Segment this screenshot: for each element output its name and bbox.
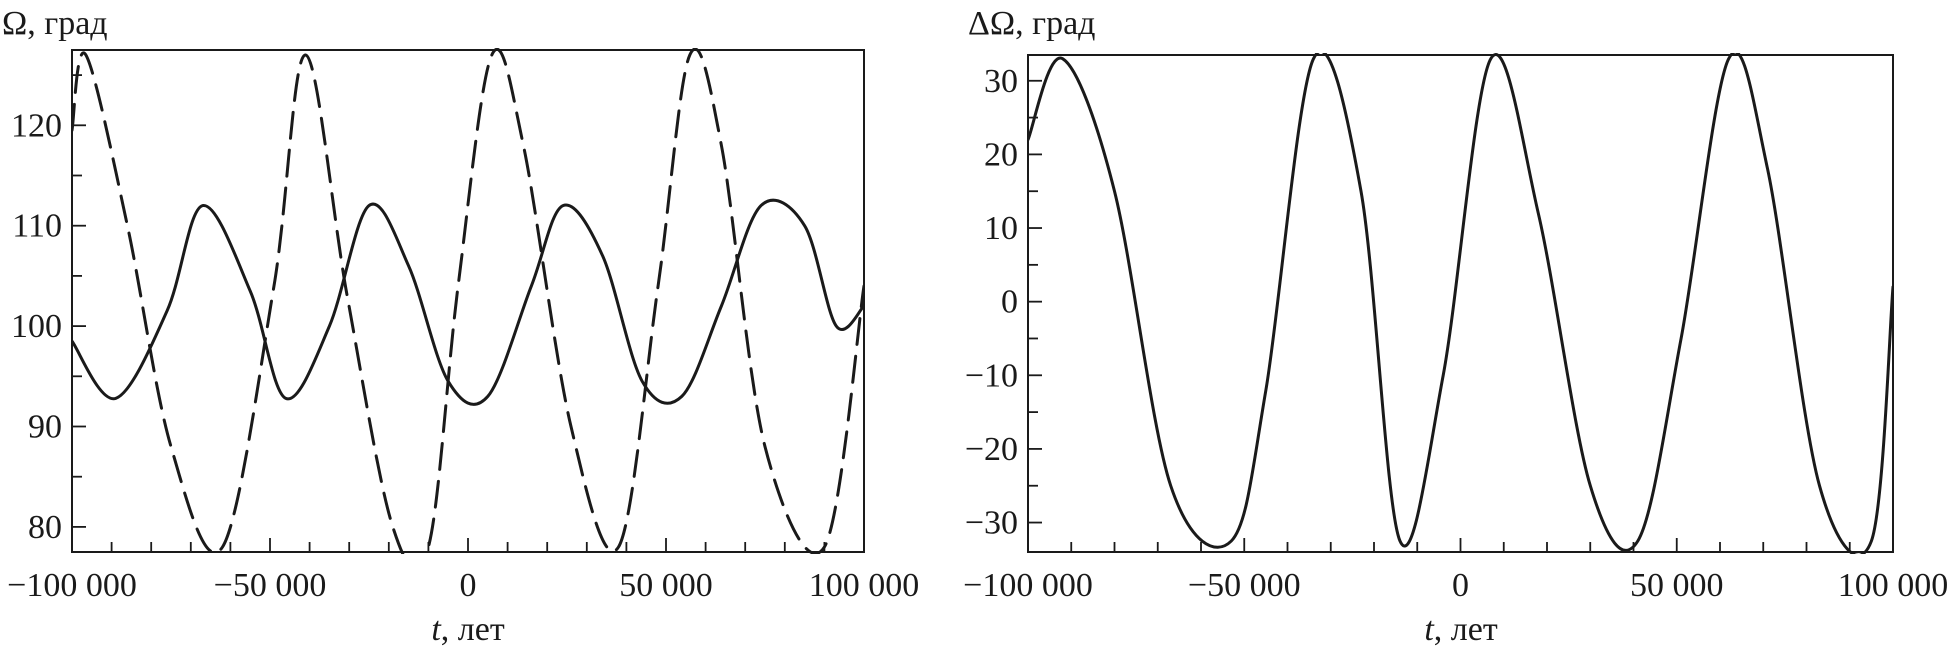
x-axis-title-variable: t (431, 611, 442, 648)
series-line-solid (1028, 53, 1893, 554)
y-tick-label: 120 (11, 107, 62, 144)
y-tick-label: 80 (28, 509, 62, 546)
y-tick-label: 20 (984, 136, 1018, 173)
x-tick-label: −100 000 (963, 567, 1093, 604)
left-chart-panel: −100 000 −50 000 0 50 000 100 000 80 90 100 110 1… (2, 5, 919, 648)
y-tick-label: 0 (1001, 284, 1018, 321)
x-axis-title-unit: , лет (1434, 611, 1498, 648)
y-axis-title: Ω, град (2, 5, 108, 42)
plot-frame (1027, 54, 1894, 553)
x-axis-title: t, лет (1424, 611, 1498, 648)
x-axis-title: t, лет (431, 611, 505, 648)
y-tick-label: −10 (965, 357, 1018, 394)
x-tick-label: 100 000 (809, 567, 920, 604)
plot-frame (71, 49, 865, 553)
x-axis-title-variable: t (1424, 611, 1435, 648)
y-tick-label: 10 (984, 210, 1018, 247)
x-tick-label: −50 000 (214, 567, 327, 604)
x-tick-label: 50 000 (1630, 567, 1724, 604)
x-tick-label: 0 (1452, 567, 1469, 604)
y-tick-label: 90 (28, 409, 62, 446)
y-axis-title: ΔΩ, град (968, 5, 1095, 42)
y-tick-label: 30 (984, 63, 1018, 100)
y-tick-label: −30 (965, 505, 1018, 542)
y-tick-label: −20 (965, 431, 1018, 468)
y-tick-label: 110 (12, 208, 62, 245)
x-tick-label: −50 000 (1188, 567, 1301, 604)
x-tick-label: 100 000 (1838, 567, 1949, 604)
x-tick-label: 50 000 (619, 567, 713, 604)
series-line-solid (72, 198, 864, 406)
x-tick-label: 0 (460, 567, 477, 604)
series-line-dashed (72, 48, 864, 554)
right-chart-panel: −100 000 −50 000 0 50 000 100 000 −30 −20 −10 0 1… (963, 5, 1948, 648)
x-axis-title-unit: , лет (441, 611, 505, 648)
y-tick-label: 100 (11, 308, 62, 345)
x-tick-label: −100 000 (7, 567, 137, 604)
